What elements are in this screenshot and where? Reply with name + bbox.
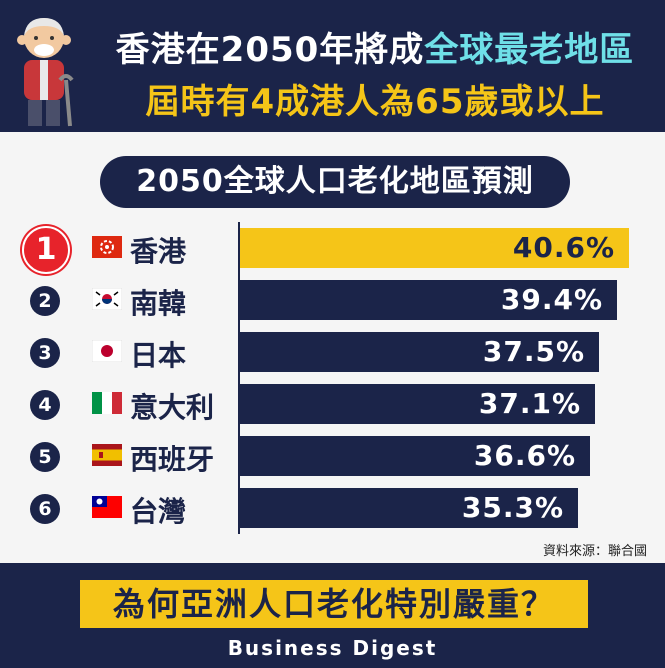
category-label: 西班牙 (130, 443, 215, 476)
page-title: 香港在2050年將成全球最老地區 (90, 22, 660, 71)
italy-flag-icon (92, 392, 122, 414)
chart-row: 6 台灣 35.3% (0, 482, 665, 534)
source-note: 資料來源：聯合國 (542, 544, 647, 559)
chart-row: 5 西班牙 36.6% (0, 430, 665, 482)
bar: 37.5% (240, 332, 599, 372)
data-label: 40.6% (512, 231, 615, 264)
chart-row: 2 南韓 39.4% (0, 274, 665, 326)
hong-kong-flag-icon (92, 236, 122, 258)
bar: 37.1% (240, 384, 595, 424)
data-label: 37.1% (478, 387, 581, 420)
rank-badge: 2 (30, 286, 60, 316)
chart-title: 2050全球人口老化地區預測 (100, 156, 570, 208)
chart-row: 1 香港 40.6% (0, 222, 665, 274)
chart-row: 3 日本 37.5% (0, 326, 665, 378)
bar: 36.6% (240, 436, 590, 476)
category-label: 意大利 (130, 391, 215, 424)
category-label: 南韓 (130, 287, 187, 320)
bar: 35.3% (240, 488, 578, 528)
title-highlight: 全球最老地區 (424, 30, 635, 70)
category-label: 日本 (130, 339, 187, 372)
taiwan-flag-icon (92, 496, 122, 518)
brand-name: Business Digest (227, 636, 438, 660)
category-label: 香港 (130, 235, 187, 268)
title-part-a: 香港在2050年將成 (115, 30, 425, 70)
data-label: 35.3% (461, 491, 564, 524)
data-label: 37.5% (482, 335, 585, 368)
japan-flag-icon (92, 340, 122, 362)
rank-badge: 3 (30, 338, 60, 368)
bar: 39.4% (240, 280, 617, 320)
data-label: 36.6% (473, 439, 576, 472)
category-label: 台灣 (130, 495, 187, 528)
question-banner: 為何亞洲人口老化特別嚴重？ (80, 580, 588, 628)
rank-badge: 5 (30, 442, 60, 472)
rank-badge: 6 (30, 494, 60, 524)
spain-flag-icon (92, 444, 122, 466)
header-banner (0, 0, 665, 132)
chart-row: 4 意大利 37.1% (0, 378, 665, 430)
elderly-man-icon (17, 18, 74, 127)
rank-badge: 4 (30, 390, 60, 420)
page-subtitle: 屆時有4成港人為65歲或以上 (145, 82, 605, 122)
bar-chart: 1 香港 40.6% 2 南韓 39.4% 3 日本 37.5% 4 意大利 37.1% 5 西班牙 36.… (0, 222, 665, 542)
axis-line (238, 222, 240, 534)
data-label: 39.4% (500, 283, 603, 316)
bar: 40.6% (240, 228, 629, 268)
south-korea-flag-icon (92, 288, 122, 310)
rank-badge: 1 (22, 226, 70, 274)
